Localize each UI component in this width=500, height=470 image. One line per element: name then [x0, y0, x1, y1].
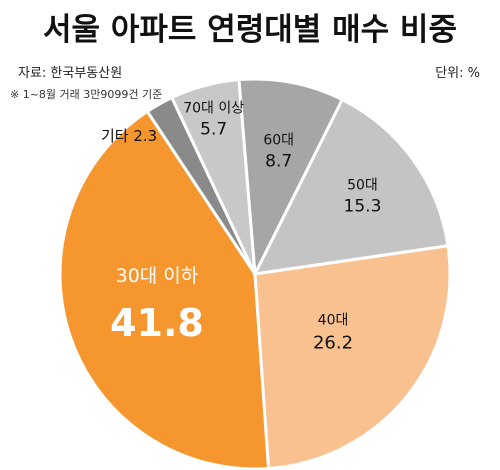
slice-value-40대: 26.2: [313, 332, 353, 353]
footnote: ※ 1~8월 거래 3만9099건 기준: [10, 88, 163, 101]
slice-value-30대-이하: 41.8: [110, 301, 204, 345]
slice-label-60대: 60대: [263, 132, 294, 148]
slice-label-50대: 50대: [347, 177, 378, 193]
slice-label-40대: 40대: [318, 312, 349, 328]
chart-title: 서울 아파트 연령대별 매수 비중: [43, 12, 457, 48]
slice-label-30대-이하: 30대 이하: [116, 265, 199, 287]
source-label: 자료: 한국부동산원: [18, 66, 123, 81]
pie-slice-30대-이하: [58, 109, 271, 470]
pie-slice-60대: [237, 77, 345, 280]
slice-value-60대: 8.7: [265, 151, 292, 171]
slice-label-기타: 기타 2.3: [101, 127, 157, 145]
slice-value-50대: 15.3: [344, 196, 382, 216]
unit-label: 단위: %: [435, 66, 480, 81]
pie-slice-40대: [253, 244, 452, 470]
pie-slice-50대: [252, 97, 450, 276]
slice-value-70대-이상: 5.7: [200, 120, 227, 140]
slice-label-70대-이상: 70대 이상: [183, 101, 244, 117]
